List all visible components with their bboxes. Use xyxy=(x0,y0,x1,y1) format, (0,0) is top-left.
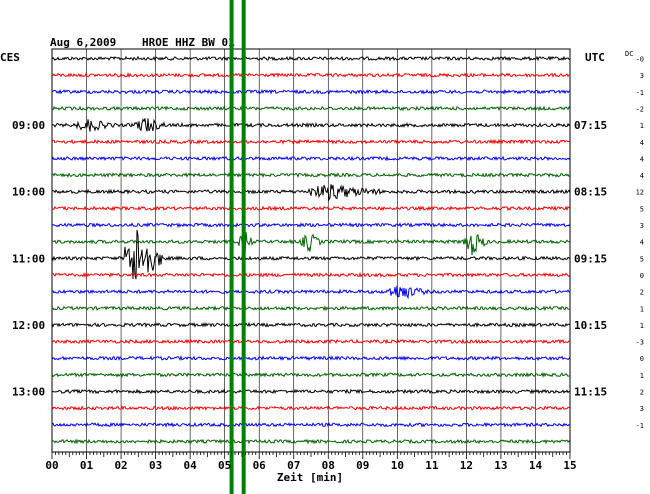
right-zone-label: UTC xyxy=(585,51,605,64)
dc-offset-label: 2 xyxy=(640,289,644,297)
dc-offset-label: 4 xyxy=(640,172,644,180)
x-tick-label: 04 xyxy=(184,459,198,472)
trace-row xyxy=(51,184,571,202)
x-tick-label: 00 xyxy=(45,459,58,472)
marker-group xyxy=(229,0,246,494)
trace-row xyxy=(51,118,571,132)
left-time-label: 13:00 xyxy=(12,386,45,399)
dc-offset-label: 3 xyxy=(640,405,644,413)
x-tick-label: 13 xyxy=(494,459,507,472)
dc-label: DC xyxy=(625,50,633,58)
left-time-label: 09:00 xyxy=(12,119,45,132)
trace-row xyxy=(51,222,571,229)
left-time-label: 10:00 xyxy=(12,186,45,199)
x-tick-label: 15 xyxy=(563,459,576,472)
dc-offset-label: 0 xyxy=(640,272,644,280)
trace-row xyxy=(51,388,571,395)
x-tick-label: 02 xyxy=(114,459,127,472)
right-time-label: 09:15 xyxy=(574,252,607,265)
trace-row xyxy=(51,354,571,362)
right-time-label: 08:15 xyxy=(574,186,607,199)
dc-offset-label: -3 xyxy=(636,339,644,347)
x-tick-label: 10 xyxy=(391,459,404,472)
dc-offset-label: 4 xyxy=(640,139,644,147)
trace-row xyxy=(51,155,571,162)
left-time-label: 11:00 xyxy=(12,252,45,265)
dc-offset-label: 1 xyxy=(640,372,644,380)
trace-row xyxy=(51,55,571,62)
dc-offset-label: 0 xyxy=(640,355,644,363)
x-tick-label: 06 xyxy=(253,459,267,472)
dc-offset-label: 5 xyxy=(640,255,644,263)
trace-row xyxy=(51,229,571,280)
x-tick-label: 14 xyxy=(529,459,543,472)
dc-offset-label: -1 xyxy=(636,89,644,97)
dc-offset-label: 3 xyxy=(640,72,644,80)
left-time-label: 12:00 xyxy=(12,319,45,332)
dc-offset-label: 3 xyxy=(640,222,644,230)
trace-row xyxy=(51,438,571,445)
time-label-group: 09:00 10:00 11:00 12:00 13:00 07:15 08:15 09:15… xyxy=(12,56,644,430)
trace-row xyxy=(51,338,571,345)
station-label: HROE HHZ BW 01 xyxy=(142,36,235,49)
trace-row xyxy=(51,205,571,212)
trace-row xyxy=(51,231,571,256)
date-label: Aug 6,2009 xyxy=(50,36,116,49)
dc-offset-label: 4 xyxy=(640,155,644,163)
dc-offset-label: 4 xyxy=(640,239,644,247)
dc-offset-label: 5 xyxy=(640,205,644,213)
x-tick-label: 08 xyxy=(322,459,335,472)
trace-row xyxy=(51,305,571,312)
dc-offset-label: 1 xyxy=(640,305,644,313)
x-axis: 00 01 02 03 04 05 06 07 08 09 10 11 12 13 14 15 xyxy=(45,452,577,472)
trace-row xyxy=(51,371,571,379)
dc-offset-label: -1 xyxy=(636,422,644,430)
dc-offset-label: -0 xyxy=(636,56,644,64)
trace-row xyxy=(51,172,571,179)
x-tick-label: 05 xyxy=(218,459,231,472)
trace-row xyxy=(51,72,571,79)
right-time-label: 11:15 xyxy=(574,386,607,399)
trace-row xyxy=(51,105,571,112)
dc-offset-label: 2 xyxy=(640,389,644,397)
x-axis-title: Zeit [min] xyxy=(277,471,343,484)
x-tick-label: 11 xyxy=(425,459,439,472)
trace-row xyxy=(51,88,571,95)
x-tick-label: 01 xyxy=(80,459,94,472)
trace-group xyxy=(51,55,571,445)
left-zone-label: CES xyxy=(0,51,20,64)
x-tick-label: 09 xyxy=(356,459,369,472)
trace-row xyxy=(51,421,571,428)
right-time-label: 07:15 xyxy=(574,119,607,132)
dc-offset-label: -2 xyxy=(636,105,644,113)
x-tick-label: 12 xyxy=(460,459,473,472)
dc-offset-label: 12 xyxy=(636,189,644,197)
trace-row xyxy=(51,138,571,145)
right-time-label: 10:15 xyxy=(574,319,607,332)
x-tick-label: 07 xyxy=(287,459,300,472)
x-tick-label: 03 xyxy=(149,459,162,472)
dc-offset-label: 1 xyxy=(640,322,644,330)
trace-row xyxy=(52,285,571,300)
dc-offset-label: 1 xyxy=(640,122,644,130)
trace-row xyxy=(51,271,571,279)
trace-row xyxy=(51,321,571,328)
trace-row xyxy=(51,405,571,412)
